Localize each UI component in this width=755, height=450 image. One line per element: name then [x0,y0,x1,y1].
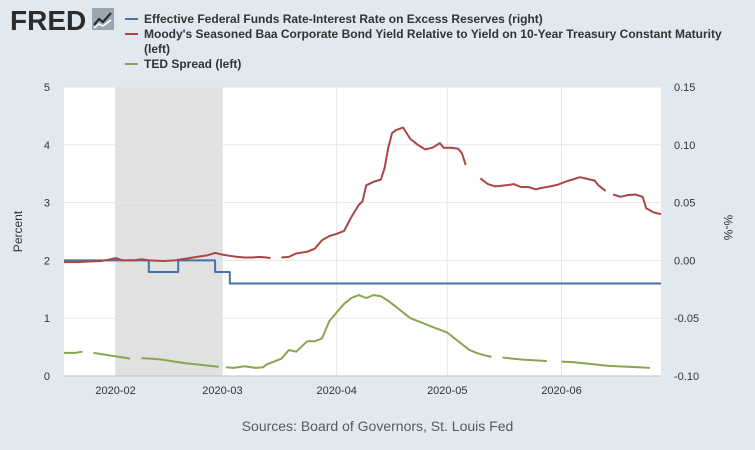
left-tick-label: 0 [44,371,50,383]
recession-shading [115,87,223,376]
legend-label-baa-spread: Moody's Seasoned Baa Corporate Bond Yiel… [144,27,722,56]
left-tick-label: 2 [44,255,50,267]
sources-note: Sources: Board of Governors, St. Louis F… [241,418,514,434]
left-axis-label: Percent [11,210,25,252]
left-tick-label: 1 [44,313,50,325]
legend-item-baa-spread[interactable]: Moody's Seasoned Baa Corporate Bond Yiel… [125,27,744,57]
legend-swatch-ted-spread [125,63,138,65]
right-tick-label: -0.10 [674,371,699,383]
left-tick-label: 3 [44,198,50,210]
legend-item-effr-ioer[interactable]: Effective Federal Funds Rate-Interest Ra… [125,12,744,27]
legend-item-ted-spread[interactable]: TED Spread (left) [125,57,744,72]
series-effr-ioer-line [64,259,661,285]
chart-legend: Effective Federal Funds Rate-Interest Ra… [125,12,744,72]
right-tick-label: 0.10 [674,140,695,152]
x-tick-label: 2020-06 [541,385,581,397]
legend-label-effr-ioer: Effective Federal Funds Rate-Interest Ra… [144,12,543,26]
right-tick-label: -0.05 [674,313,699,325]
legend-swatch-effr-ioer [125,18,138,20]
left-tick-label: 5 [44,82,50,94]
fred-graph-icon [92,8,114,30]
x-tick-label: 2020-03 [202,385,242,397]
line-chart: 0 1 2 3 4 5 -0.10 -0.05 0.00 0.05 0.10 0.15 2020-02 2… [11,82,735,397]
fred-logo[interactable]: FRED [10,5,87,36]
x-tick-label: 2020-05 [427,385,467,397]
right-tick-label: 0.15 [674,82,695,94]
legend-label-ted-spread: TED Spread (left) [144,57,242,71]
legend-swatch-baa-spread [125,33,138,35]
right-axis-label: %-% [721,215,735,241]
left-tick-label: 4 [44,140,50,152]
series-ted-spread-line [64,294,650,369]
right-tick-label: 0.05 [674,198,695,210]
series-baa-spread-line [64,126,662,264]
right-tick-label: 0.00 [674,255,695,267]
x-tick-label: 2020-02 [95,385,135,397]
x-tick-label: 2020-04 [317,385,357,397]
